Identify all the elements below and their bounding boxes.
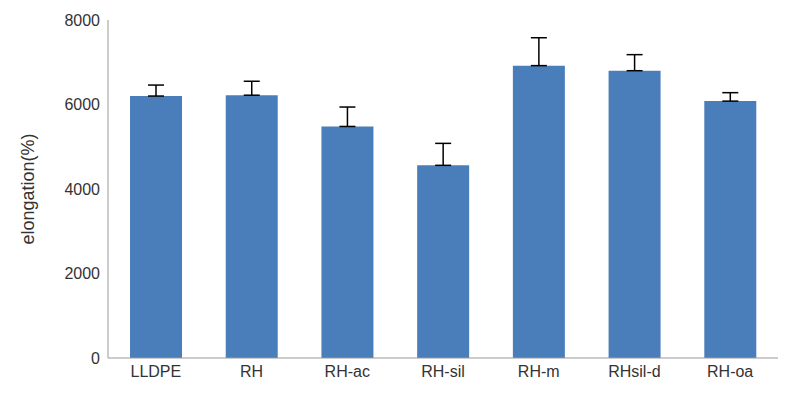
- svg-text:4000: 4000: [64, 181, 100, 198]
- svg-text:RH-oa: RH-oa: [707, 363, 753, 380]
- svg-text:RH-sil: RH-sil: [421, 363, 465, 380]
- svg-text:RHsil-d: RHsil-d: [608, 363, 660, 380]
- svg-text:elongation(%): elongation(%): [18, 133, 38, 244]
- svg-text:6000: 6000: [64, 96, 100, 113]
- svg-text:0: 0: [91, 350, 100, 367]
- svg-text:RH-m: RH-m: [518, 363, 560, 380]
- svg-text:8000: 8000: [64, 12, 100, 29]
- svg-text:RH: RH: [240, 363, 263, 380]
- svg-text:RH-ac: RH-ac: [325, 363, 370, 380]
- svg-text:2000: 2000: [64, 265, 100, 282]
- svg-text:LLDPE: LLDPE: [131, 363, 182, 380]
